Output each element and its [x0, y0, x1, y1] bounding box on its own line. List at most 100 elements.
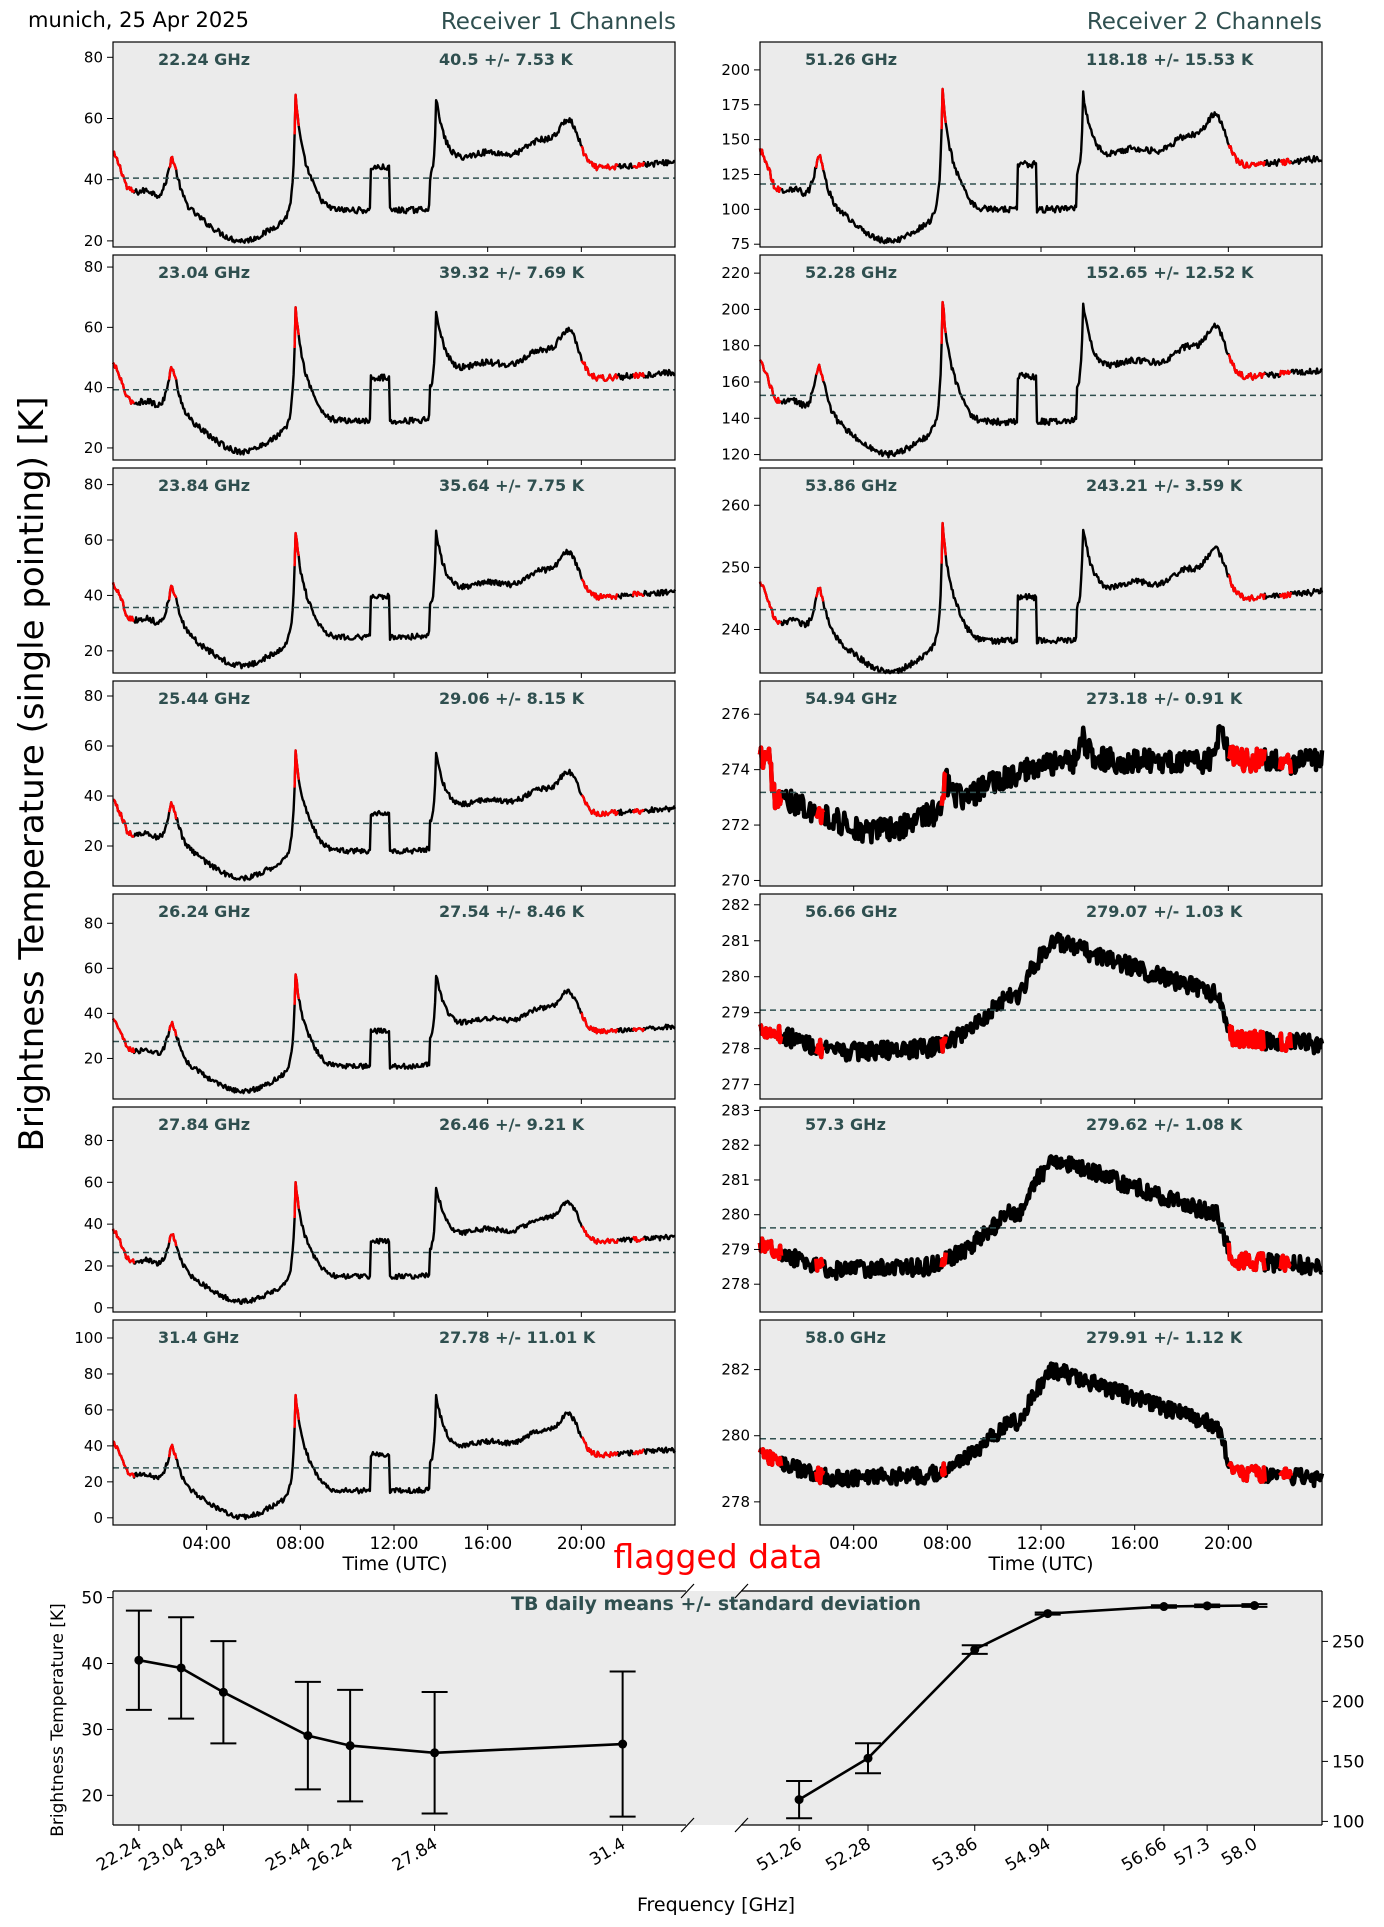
channel-frequency-label: 25.44 GHz	[158, 689, 250, 708]
y-tick-label: 120	[721, 446, 750, 464]
panel-background	[760, 1320, 1322, 1525]
x-tick-label: 12:00	[1017, 1534, 1066, 1554]
summary-left-y-tick-label: 30	[81, 1720, 103, 1740]
summary-right-x-tick-label: 51.26	[753, 1834, 805, 1876]
flagged-series-line	[757, 744, 1294, 826]
summary-left-mean-point	[176, 1663, 186, 1673]
y-tick-label: 200	[721, 300, 750, 318]
summary-left-mean-point	[218, 1687, 228, 1697]
summary-right-x-tick-label: 54.94	[1002, 1834, 1054, 1876]
y-tick-label: 260	[721, 496, 750, 514]
receiver1-panel-6: 0 20 40 60 80 27.84 GHz 26.46 +/- 9.21 K	[84, 1106, 676, 1317]
y-tick-label: 60	[84, 1401, 103, 1419]
summary-left-mean-point	[430, 1748, 440, 1758]
y-tick-label: 175	[721, 96, 750, 114]
x-tick-label: 08:00	[276, 1534, 325, 1554]
y-tick-label: 278	[721, 1275, 750, 1293]
channel-stats-label: 152.65 +/- 12.52 K	[1086, 263, 1254, 282]
tb-series-line	[757, 724, 1325, 845]
summary-left-x-tick-label: 22.24	[93, 1834, 145, 1876]
summary-left-x-tick-label: 23.04	[135, 1834, 187, 1876]
channel-stats-label: 40.5 +/- 7.53 K	[439, 50, 574, 69]
tb-series-line	[111, 529, 677, 670]
channel-stats-label: 27.78 +/- 11.01 K	[439, 1328, 596, 1347]
y-tick-label: 40	[84, 586, 103, 604]
receiver1-panel-1: 20 40 60 80 22.24 GHz 40.5 +/- 7.53 K	[84, 41, 676, 252]
y-tick-label: 100	[74, 1329, 103, 1347]
y-tick-label: 280	[721, 1427, 750, 1445]
receiver2-panel-6: 278 279 280 281 282 283 57.3 GHz 279.62 +/- 1.0…	[721, 1101, 1324, 1317]
y-tick-label: 281	[721, 932, 750, 950]
summary-right-y-tick-label: 200	[1332, 1692, 1364, 1712]
y-tick-label: 240	[721, 621, 750, 639]
y-tick-label: 40	[84, 171, 103, 189]
channel-frequency-label: 51.26 GHz	[805, 50, 897, 69]
flagged-series-line	[758, 87, 1292, 193]
summary-right-y-tick-label: 250	[1332, 1632, 1364, 1652]
summary-left-y-tick-label: 40	[81, 1655, 103, 1675]
x-tick-label: 16:00	[463, 1534, 512, 1554]
y-tick-label: 40	[84, 379, 103, 397]
y-tick-label: 200	[721, 61, 750, 79]
y-tick-label: 80	[84, 48, 103, 66]
y-tick-label: 80	[84, 914, 103, 932]
y-tick-label: 20	[84, 1473, 103, 1491]
y-tick-label: 60	[84, 109, 103, 127]
summary-right-mean-point	[1043, 1609, 1053, 1619]
y-tick-label: 40	[84, 1215, 103, 1233]
summary-right-y-tick-label: 100	[1332, 1812, 1364, 1832]
y-tick-label: 80	[84, 258, 103, 276]
y-tick-label: 20	[84, 1257, 103, 1275]
y-tick-label: 125	[721, 165, 750, 183]
channel-frequency-label: 22.24 GHz	[158, 50, 250, 69]
y-tick-label: 280	[721, 968, 750, 986]
receiver1-panel-2: 20 40 60 80 23.04 GHz 39.32 +/- 7.69 K	[84, 254, 676, 465]
tb-series-line	[112, 1393, 676, 1521]
axis-break-mark	[734, 1817, 749, 1833]
summary-right-y-tick-label: 150	[1332, 1752, 1364, 1772]
flagged-series-line	[112, 1393, 645, 1479]
x-tick-label: 12:00	[370, 1534, 419, 1554]
channel-frequency-label: 58.0 GHz	[805, 1328, 886, 1347]
y-tick-label: 270	[721, 871, 750, 889]
tb-series-line	[112, 749, 677, 882]
y-tick-label: 282	[721, 1136, 750, 1154]
y-tick-label: 279	[721, 1240, 750, 1258]
panel-background	[113, 42, 675, 247]
channel-stats-label: 273.18 +/- 0.91 K	[1086, 689, 1243, 708]
axis-break-gap	[687, 1593, 741, 1823]
y-tick-label: 274	[721, 761, 750, 779]
axis-break-mark	[680, 1817, 695, 1833]
y-tick-label: 160	[721, 373, 750, 391]
y-tick-label: 60	[84, 318, 103, 336]
y-tick-label: 40	[84, 1004, 103, 1022]
flagged-series-line	[111, 1181, 645, 1264]
y-tick-label: 281	[721, 1171, 750, 1189]
summary-right-x-tick-label: 52.28	[822, 1834, 874, 1876]
y-tick-label: 0	[93, 1299, 103, 1317]
receiver1-panel-4: 20 40 60 80 25.44 GHz 29.06 +/- 8.15 K	[84, 680, 677, 891]
receiver2-panel-4: 270 272 274 276 54.94 GHz 273.18 +/- 0.91 K	[721, 680, 1325, 891]
y-tick-label: 80	[84, 476, 103, 494]
receiver2-panel-3: 240 250 260 53.86 GHz 243.21 +/- 3.59 K	[721, 467, 1324, 678]
flagged-series-line	[757, 1236, 1293, 1273]
flagged-series-line	[758, 1022, 1294, 1060]
flagged-series-line	[111, 306, 646, 405]
summary-left-x-tick-label: 25.44	[262, 1834, 314, 1876]
receiver2-panel-7: 278 280 282 58.0 GHz 279.91 +/- 1.12 K	[721, 1319, 1325, 1530]
channel-stats-label: 26.46 +/- 9.21 K	[439, 1115, 585, 1134]
y-tick-label: 277	[721, 1076, 750, 1094]
receiver1-panel-3: 20 40 60 80 23.84 GHz 35.64 +/- 7.75 K	[84, 467, 677, 678]
summary-right-x-tick-label: 57.3	[1171, 1834, 1214, 1870]
summary-left-mean-point	[134, 1655, 144, 1665]
y-tick-label: 100	[721, 200, 750, 218]
summary-left-mean-point	[345, 1741, 355, 1751]
y-tick-label: 20	[84, 439, 103, 457]
y-tick-label: 20	[84, 642, 103, 660]
channel-stats-label: 279.91 +/- 1.12 K	[1086, 1328, 1243, 1347]
y-tick-label: 283	[721, 1101, 750, 1119]
channel-stats-label: 27.54 +/- 8.46 K	[439, 902, 585, 921]
panel-background	[760, 255, 1322, 460]
summary-left-x-tick-label: 23.84	[178, 1834, 230, 1876]
